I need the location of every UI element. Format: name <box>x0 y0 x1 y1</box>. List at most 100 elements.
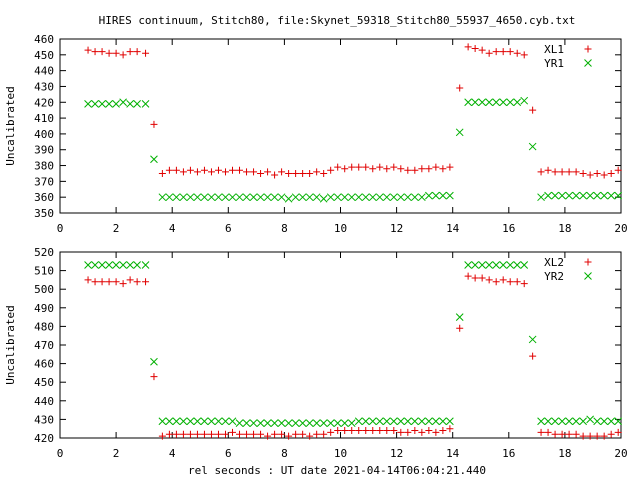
data-point <box>586 191 594 200</box>
data-point <box>249 419 258 427</box>
data-point <box>537 193 545 202</box>
legend-marker <box>584 258 592 266</box>
data-point <box>513 49 521 57</box>
data-point <box>341 427 349 435</box>
data-point <box>142 278 150 286</box>
data-point <box>586 171 594 179</box>
data-point <box>537 168 545 176</box>
data-point <box>292 169 300 177</box>
data-point <box>403 193 412 202</box>
data-point <box>432 191 440 200</box>
data-point <box>214 193 223 202</box>
data-point <box>327 166 335 174</box>
data-point <box>84 100 92 108</box>
data-point <box>214 430 222 438</box>
data-point <box>84 46 92 54</box>
data-point <box>299 430 307 438</box>
series-xl1 <box>84 43 622 179</box>
data-point <box>464 272 472 280</box>
data-point <box>558 168 566 176</box>
chart-title: HIRES continuum, Stitch80, file:Skynet_5… <box>99 14 576 27</box>
data-point <box>439 165 447 173</box>
legend-label: XL2 <box>544 256 564 269</box>
data-point <box>242 419 251 427</box>
data-point <box>520 51 528 59</box>
data-point <box>565 430 573 438</box>
data-point <box>200 417 209 426</box>
data-point <box>492 98 501 107</box>
data-point <box>292 430 300 438</box>
data-point <box>485 276 493 284</box>
data-point <box>193 168 201 176</box>
data-point <box>376 163 384 171</box>
data-point <box>257 169 265 177</box>
data-point <box>165 166 173 174</box>
data-point <box>607 417 616 426</box>
data-point <box>607 169 615 177</box>
data-point <box>593 169 601 177</box>
data-point <box>193 417 202 426</box>
data-point <box>537 417 545 426</box>
data-point <box>228 193 237 202</box>
data-point <box>544 191 552 200</box>
data-point <box>250 168 258 176</box>
data-point <box>417 417 426 426</box>
data-point <box>84 261 92 269</box>
data-point <box>126 48 134 56</box>
data-point <box>446 417 454 426</box>
data-point <box>306 432 314 440</box>
data-point <box>298 193 307 202</box>
y-tick-label: 460 <box>34 33 54 46</box>
data-point <box>186 193 195 202</box>
x-tick-label: 18 <box>558 222 571 235</box>
data-point <box>98 100 106 108</box>
y-tick-label: 460 <box>34 358 54 371</box>
data-point <box>411 427 419 435</box>
data-point <box>263 419 272 427</box>
data-point <box>404 166 412 174</box>
data-point <box>432 417 440 426</box>
data-point <box>513 98 522 107</box>
y-tick-label: 510 <box>34 265 54 278</box>
data-point <box>347 193 356 202</box>
data-point <box>319 194 328 203</box>
data-point <box>221 417 230 426</box>
data-point <box>235 419 244 427</box>
x-tick-label: 6 <box>225 222 232 235</box>
data-point <box>158 417 167 426</box>
data-point <box>544 417 552 426</box>
data-point <box>528 335 537 344</box>
data-point <box>112 261 120 269</box>
data-point <box>544 166 552 174</box>
data-point <box>298 419 307 427</box>
legend-label: YR2 <box>544 270 564 283</box>
data-point <box>593 191 602 200</box>
data-point <box>506 278 514 286</box>
data-point <box>91 278 99 286</box>
data-point <box>383 165 391 173</box>
y-tick-label: 380 <box>34 160 54 173</box>
data-point <box>165 430 173 438</box>
legend-marker <box>584 272 592 280</box>
y-tick-label: 420 <box>34 432 54 445</box>
x-tick-label: 12 <box>390 222 403 235</box>
x-axis-label: rel seconds : UT date 2021-04-14T06:04:2… <box>188 464 486 477</box>
data-point <box>600 432 608 440</box>
x-tick-label: 12 <box>390 447 403 460</box>
data-point <box>354 193 363 202</box>
data-point <box>112 278 120 286</box>
data-point <box>361 193 370 202</box>
x-tick-label: 18 <box>558 447 571 460</box>
data-point <box>291 193 300 202</box>
data-point <box>478 98 487 107</box>
data-point <box>558 430 566 438</box>
data-point <box>485 98 494 107</box>
data-point <box>158 432 166 440</box>
data-point <box>432 428 440 436</box>
data-point <box>404 428 412 436</box>
plot-frame <box>59 38 622 214</box>
x-tick-label: 10 <box>334 447 347 460</box>
data-point <box>105 49 113 57</box>
